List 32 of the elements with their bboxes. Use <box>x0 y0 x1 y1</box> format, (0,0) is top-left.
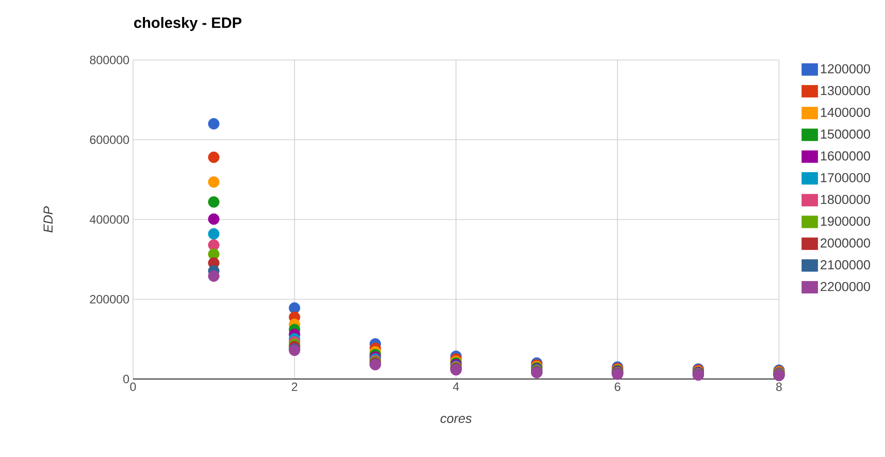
x-tick-label: 4 <box>452 382 459 391</box>
legend-label: 2000000 <box>820 238 870 248</box>
legend-label: 1300000 <box>820 86 870 96</box>
x-axis-title: cores <box>440 416 472 423</box>
x-tick-label: 6 <box>614 382 620 392</box>
chart-title: cholesky - EDP <box>134 17 242 31</box>
legend-label: 2100000 <box>820 260 870 270</box>
point <box>208 176 220 188</box>
point <box>208 213 220 225</box>
x-tick-label: 0 <box>130 382 136 392</box>
legend-label: 1700000 <box>820 173 870 182</box>
point <box>288 302 300 314</box>
legend-label: 2200000 <box>820 282 870 292</box>
legend-label: 1200000 <box>820 64 870 74</box>
point <box>208 152 220 163</box>
legend-label: 1500000 <box>820 130 870 139</box>
y-axis-title: EDP <box>44 206 53 232</box>
y-tick-label: 0 <box>123 374 130 384</box>
point <box>208 196 220 208</box>
legend-label: 1800000 <box>820 194 870 204</box>
y-tick-label: 800000 <box>90 56 130 64</box>
x-tick-label: 8 <box>776 382 782 392</box>
legend-label: 1400000 <box>820 108 870 117</box>
point <box>208 118 220 130</box>
y-tick-label: 600000 <box>90 136 130 144</box>
x-tick-label: 2 <box>292 382 298 391</box>
y-tick-label: 400000 <box>90 215 130 224</box>
point <box>208 270 220 282</box>
y-tick-label: 200000 <box>90 294 130 304</box>
point <box>208 228 220 240</box>
legend-label: 1600000 <box>820 151 870 161</box>
legend-label: 1900000 <box>820 216 870 226</box>
